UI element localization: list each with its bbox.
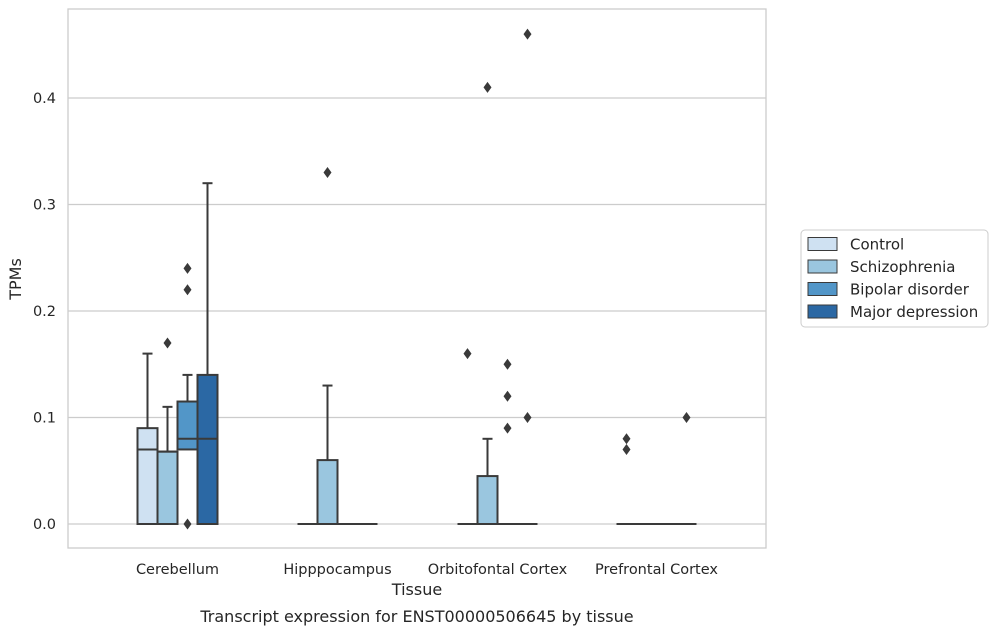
y-tick-label: 0.1: [33, 411, 56, 427]
legend-item: Schizophrenia: [807, 258, 955, 276]
y-tick-label: 0.3: [33, 198, 56, 214]
legend-frame: [800, 229, 989, 328]
outlier-point: [503, 422, 512, 434]
legend-item: Bipolar disorder: [807, 281, 970, 299]
box-marks: [136, 28, 697, 530]
box-body: [136, 427, 159, 525]
outlier-point: [682, 412, 691, 423]
box: [176, 262, 199, 530]
outlier-point: [323, 167, 332, 179]
x-tick-labels: Cerebellum Hipppocampus Orbitofontal Corte…: [136, 562, 718, 578]
box-body: [196, 373, 219, 525]
y-tick-label: 0.2: [33, 304, 56, 320]
x-axis-label: Tissue: [391, 580, 442, 599]
box: [476, 81, 499, 526]
outlier-point: [183, 518, 192, 530]
y-tick-label: 0.4: [33, 91, 56, 107]
x-tick-label: Cerebellum: [136, 562, 219, 578]
y-axis-label: TPMs: [6, 258, 25, 301]
box: [676, 412, 697, 525]
outlier-point: [463, 348, 472, 360]
legend-label: Bipolar disorder: [850, 281, 970, 299]
legend-swatch: [807, 304, 838, 319]
legend-label: Schizophrenia: [850, 258, 955, 276]
outlier-point: [523, 412, 532, 423]
outlier-point: [622, 443, 631, 455]
box: [316, 167, 339, 526]
outlier-point: [622, 433, 631, 445]
legend-swatch: [807, 237, 838, 251]
box-body: [156, 450, 179, 525]
legend-item: Major depression: [807, 303, 978, 321]
outlier-point: [483, 81, 492, 93]
box: [497, 358, 518, 525]
x-tick-label: Prefrontal Cortex: [595, 562, 718, 578]
box: [457, 348, 478, 525]
x-tick-label: Hipppocampus: [283, 562, 391, 578]
outlier-point: [183, 262, 192, 274]
box: [517, 28, 538, 525]
box: [196, 182, 219, 525]
legend-label: Control: [850, 236, 904, 254]
legend-swatch: [807, 259, 838, 274]
outlier-point: [163, 337, 172, 349]
outlier-point: [523, 28, 532, 40]
box: [156, 337, 179, 525]
box: [616, 433, 637, 525]
y-tick-labels: 0.0 0.1 0.2 0.3 0.4: [33, 91, 56, 533]
outlier-point: [183, 284, 192, 296]
plot-area: [67, 8, 767, 549]
legend: Control Schizophrenia Bipolar disorder Majo…: [800, 229, 989, 328]
y-tick-label: 0.0: [33, 517, 56, 533]
box-body: [476, 475, 499, 526]
legend-label: Major depression: [850, 303, 978, 321]
box-body: [176, 400, 199, 451]
chart-caption: Transcript expression for ENST0000050664…: [199, 607, 633, 626]
legend-swatch: [807, 282, 838, 296]
box: [136, 352, 159, 525]
legend-item: Control: [807, 236, 904, 254]
x-tick-label: Orbitofontal Cortex: [428, 562, 568, 578]
outlier-point: [503, 358, 512, 370]
outlier-point: [503, 390, 512, 402]
box-body: [316, 459, 339, 526]
